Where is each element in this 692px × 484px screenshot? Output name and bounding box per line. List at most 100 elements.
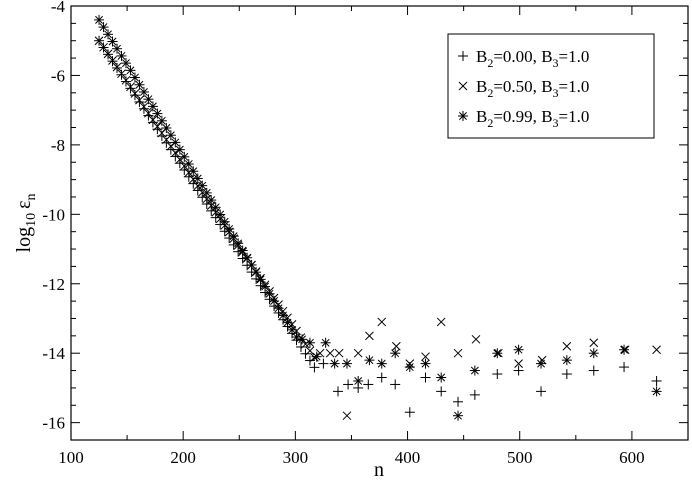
data-point [309, 362, 320, 373]
data-point [420, 358, 431, 369]
data-point [111, 62, 122, 73]
data-point [341, 358, 352, 369]
y-axis-label: log10εn [13, 194, 39, 253]
x-tick-label: 400 [395, 448, 421, 467]
data-point [305, 346, 315, 356]
data-point [206, 195, 217, 206]
data-point [129, 90, 140, 101]
data-point [233, 238, 244, 249]
data-point [453, 396, 464, 407]
data-point [390, 348, 401, 359]
x-tick-label: 100 [58, 448, 84, 467]
data-point [120, 58, 131, 69]
data-point [255, 274, 266, 285]
legend: B2=0.00, B3=1.0 B2=0.50, B3=1.0 B2=0.99,… [447, 33, 655, 139]
data-point [311, 351, 322, 362]
data-point [138, 86, 149, 97]
data-point [404, 407, 415, 418]
data-point [453, 410, 464, 421]
data-point [112, 62, 122, 72]
data-point [121, 75, 131, 85]
plot-frame [70, 5, 689, 441]
data-point [170, 137, 181, 148]
data-point [561, 369, 572, 380]
data-point [107, 36, 118, 47]
data-point [278, 310, 289, 321]
data-point [536, 358, 547, 369]
data-point [513, 344, 524, 355]
data-point [251, 267, 262, 278]
data-point [197, 180, 208, 191]
data-point [143, 110, 154, 121]
legend-box [447, 33, 655, 139]
data-point [219, 216, 230, 227]
data-point [192, 173, 203, 184]
data-point [183, 171, 194, 182]
data-point [436, 372, 447, 383]
data-point [376, 372, 387, 383]
data-point [147, 101, 158, 112]
data-point [588, 348, 599, 359]
data-point [404, 362, 415, 373]
data-point [269, 295, 280, 306]
x-tick-label: 200 [170, 448, 196, 467]
data-point [353, 348, 363, 358]
data-point [237, 245, 248, 256]
data-point [282, 317, 293, 328]
data-point [619, 344, 630, 355]
data-point [148, 115, 158, 125]
data-point [152, 108, 163, 119]
data-point [562, 341, 572, 351]
data-point [561, 355, 572, 366]
y-tick-label: -10 [42, 205, 65, 224]
data-point [242, 252, 253, 263]
data-point [469, 365, 480, 376]
data-point [588, 365, 599, 376]
data-point [156, 115, 167, 126]
data-point [139, 102, 149, 112]
data-point [513, 365, 524, 376]
data-point [619, 362, 630, 373]
data-point [94, 14, 105, 25]
data-point [471, 334, 481, 344]
y-tick-label: -12 [42, 275, 65, 294]
data-point [469, 389, 480, 400]
data-point [129, 72, 140, 83]
data-point [116, 69, 127, 80]
data-point [125, 65, 136, 76]
data-point [201, 187, 212, 198]
data-point [117, 69, 126, 79]
data-point [343, 379, 354, 390]
data-point [210, 202, 221, 213]
data-point [320, 337, 331, 348]
data-point [304, 337, 315, 348]
data-point [103, 29, 114, 40]
y-tick-label: -4 [51, 0, 66, 16]
axis-ticks: 100 200 300 400 500 600 -16 -14 -12 -10 -8 -6 -4 [42, 0, 689, 467]
data-point [228, 231, 239, 242]
legend-marker-1 [458, 81, 468, 91]
data-point [297, 334, 308, 345]
data-point [260, 281, 271, 292]
data-point [134, 79, 145, 90]
data-point [273, 303, 284, 314]
data-point [246, 259, 257, 270]
data-point [264, 288, 275, 299]
data-point [111, 43, 122, 54]
legend-markers [458, 51, 468, 121]
legend-entry-2: B2=0.99, B3=1.0 [476, 107, 589, 130]
data-point [332, 386, 343, 397]
x-tick-label: 600 [619, 448, 645, 467]
data-point [295, 341, 306, 352]
data-point [376, 358, 387, 369]
data-point [126, 82, 135, 92]
data-point [134, 96, 145, 107]
data-point [365, 331, 374, 341]
x-tick-label: 300 [283, 448, 309, 467]
data-point [174, 144, 185, 155]
legend-marker-0 [458, 51, 468, 61]
data-point [188, 166, 199, 177]
data-point [153, 122, 162, 131]
data-point [589, 338, 599, 348]
data-point [421, 352, 430, 362]
